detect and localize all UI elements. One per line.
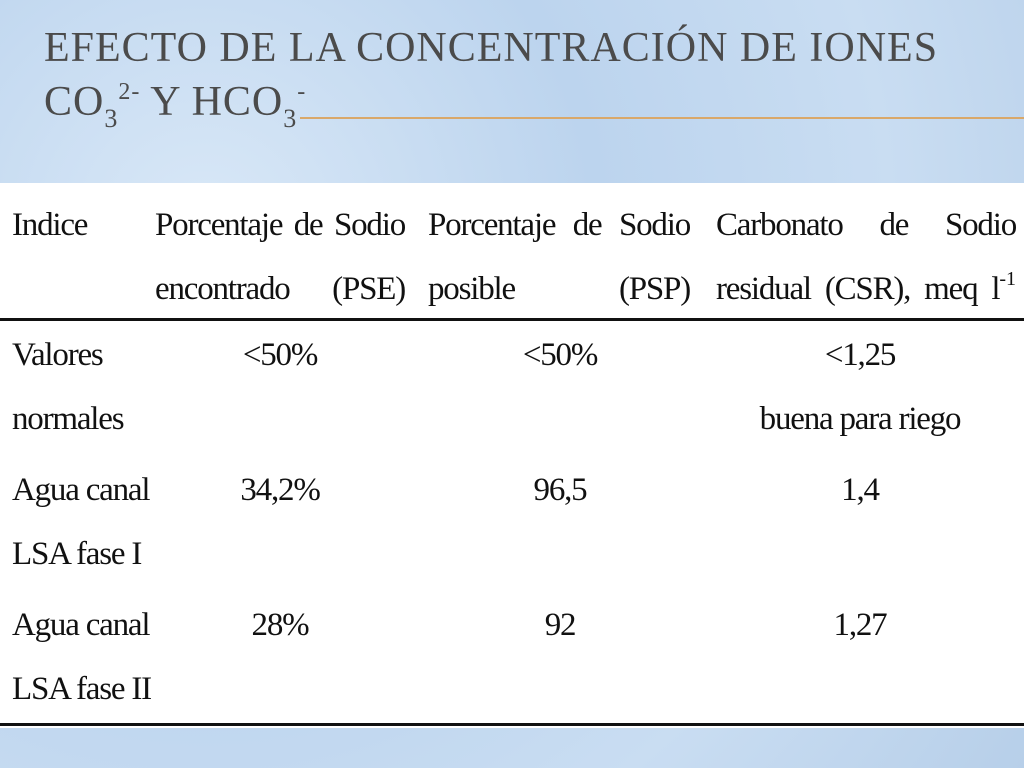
cell-line: <1,25: [824, 337, 897, 373]
title-line: CO32- Y HCO3-: [44, 78, 307, 133]
label-line: LSA fase II: [12, 671, 152, 707]
title-part: Y HCO: [140, 79, 284, 125]
superscript: 2-: [118, 79, 141, 105]
cell: 92: [544, 607, 577, 643]
label-line: Agua canal: [12, 607, 151, 643]
title-rule: [300, 117, 1024, 119]
cell-line: buena para riego: [759, 401, 962, 437]
header-cell: Carbonato de Sodio residual (CSR), meq l…: [716, 193, 1017, 325]
bottom-rule: [0, 723, 1024, 726]
header-cell: Porcentaje de Sodio posible (PSP): [428, 207, 691, 307]
header-cell: Porcentaje de Sodio encontrado (PSE): [155, 207, 406, 307]
row-label: Agua canal LSA fase II: [12, 593, 152, 721]
cell: 34,2%: [240, 472, 320, 508]
header-rule: [0, 318, 1024, 321]
superscript: -1: [999, 268, 1016, 290]
cell: 28%: [251, 607, 310, 643]
title-part: CO: [44, 79, 105, 125]
header-text: Carbonato de Sodio residual (CSR), meq l: [716, 207, 1017, 307]
superscript: -: [297, 79, 307, 105]
table: Indice Porcentaje de Sodio encontrado (P…: [0, 183, 1024, 728]
cell: 1,27: [833, 607, 888, 643]
label-line: Valores: [12, 337, 104, 373]
label-line: normales: [12, 401, 125, 437]
row-label: Valores normales: [12, 323, 125, 451]
label-line: LSA fase I: [12, 536, 142, 572]
cell: <1,25 buena para riego: [740, 323, 980, 451]
row-label: Agua canal LSA fase I: [12, 458, 151, 586]
subscript: 3: [104, 104, 119, 133]
title-line: EFECTO DE LA CONCENTRACIÓN DE IONES: [44, 25, 939, 71]
cell: 96,5: [533, 472, 588, 508]
subscript: 3: [283, 104, 298, 133]
label-line: Agua canal: [12, 472, 151, 508]
cell: <50%: [522, 337, 599, 373]
header-cell: Indice: [12, 207, 88, 243]
cell: <50%: [242, 337, 319, 373]
cell: 1,4: [841, 472, 880, 508]
